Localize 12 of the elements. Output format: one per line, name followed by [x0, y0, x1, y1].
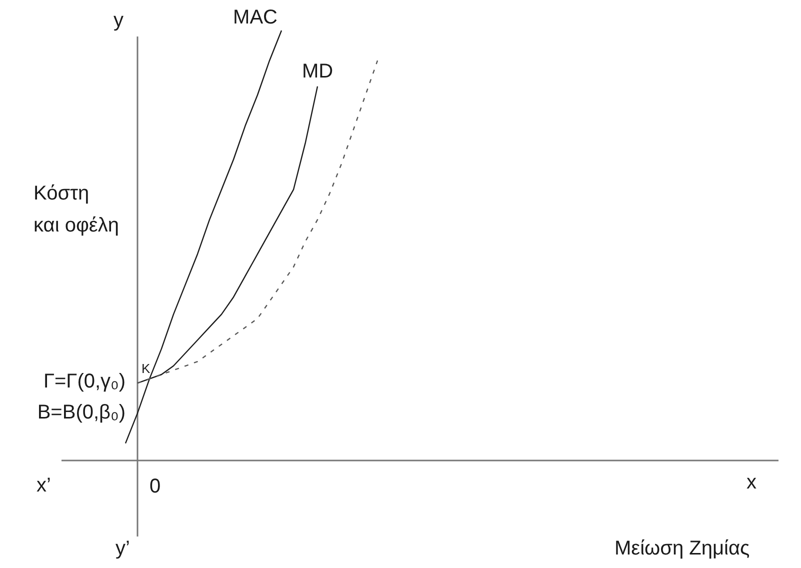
text: x [746, 472, 756, 494]
annotation: Γ=Γ(0,γ₀) [43, 370, 126, 392]
annotation: y [114, 10, 124, 32]
series-label: MD [302, 60, 334, 82]
annotation: K [142, 361, 150, 376]
annotation: B=B(0,β₀) [37, 402, 126, 424]
series-label: MAC [233, 6, 278, 28]
text: 0 [150, 476, 161, 498]
text: y’ [116, 538, 130, 560]
text: Μείωση Ζημίας [614, 538, 750, 560]
y-axis-title: Κόστη και οφέλη [34, 182, 119, 236]
text: x’ [36, 474, 51, 496]
